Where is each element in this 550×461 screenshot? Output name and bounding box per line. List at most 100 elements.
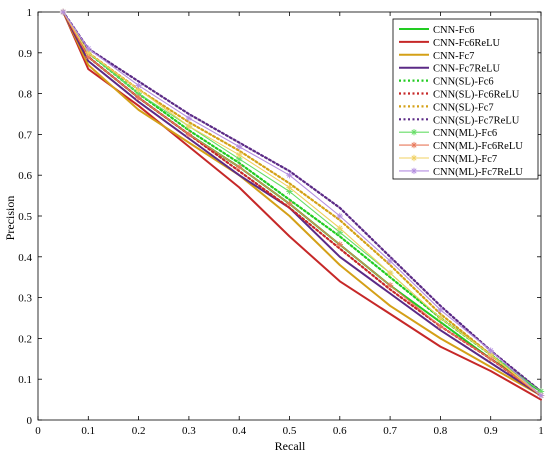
- series-point-d2: [387, 258, 393, 264]
- series-point: [286, 200, 293, 207]
- series-point: [236, 151, 243, 158]
- legend-marker-d2: [411, 142, 417, 148]
- x-tick-label: 0.9: [484, 425, 498, 437]
- y-tick-label: 0.4: [18, 252, 32, 264]
- series-point-d2: [286, 201, 293, 207]
- y-tick-label: 0.1: [18, 374, 32, 386]
- series-point-d2: [136, 86, 142, 93]
- y-tick-label: 0.9: [18, 48, 32, 60]
- x-axis-label: Recall: [275, 439, 306, 453]
- x-tick-label: 0.7: [383, 425, 397, 437]
- series-point-d2: [136, 91, 142, 97]
- series-point-d2: [337, 225, 343, 231]
- series-point: [336, 241, 343, 248]
- series-point-d2: [286, 188, 293, 195]
- x-tick-label: 0.8: [434, 425, 448, 437]
- series-point: [236, 143, 243, 150]
- legend-label: CNN(SL)-Fc7ReLU: [433, 115, 520, 126]
- legend-marker: [410, 154, 418, 162]
- series-point-d2: [437, 323, 443, 329]
- x-tick-label: 0.1: [81, 425, 95, 437]
- y-axis-label: Precision: [3, 196, 17, 241]
- series-point: [336, 229, 343, 236]
- legend-label: CNN(ML)-Fc6: [433, 128, 497, 139]
- series-point: [185, 123, 193, 130]
- series-line: [62, 11, 542, 397]
- series-point: [437, 306, 444, 314]
- series-point-d2: [337, 229, 343, 235]
- series-point-d2: [387, 270, 393, 276]
- series-line: [62, 10, 543, 393]
- series-point: [487, 347, 494, 354]
- series-point: [437, 322, 444, 330]
- y-tick-label: 0.8: [18, 89, 32, 101]
- y-tick-label: 0.6: [18, 170, 32, 182]
- series-point: [185, 131, 193, 138]
- y-axis: 0 0.1 0.2 0.3 0.4 0.5 0.6 0.7 0.8 0.9 1: [18, 7, 541, 427]
- legend-label: CNN(SL)-Fc6: [433, 77, 494, 88]
- y-tick-label: 0.5: [18, 211, 32, 223]
- y-tick-label: 0: [27, 415, 33, 427]
- series-point-d2: [236, 156, 242, 162]
- y-tick-label: 0.2: [18, 333, 32, 345]
- series-point-d2: [286, 172, 293, 178]
- series-point: [59, 8, 67, 16]
- y-tick-label: 0.3: [18, 293, 32, 305]
- series-point: [437, 314, 444, 322]
- legend-marker: [410, 167, 418, 175]
- series-point-d2: [337, 242, 343, 248]
- plot-area: [37, 8, 545, 421]
- series-point-d2: [186, 123, 192, 129]
- series-point-d2: [437, 315, 443, 321]
- legend-label: CNN(SL)-Fc7: [433, 102, 494, 113]
- series-point-d2: [236, 144, 242, 150]
- x-tick-label: 1: [538, 425, 544, 437]
- legend-box: [392, 18, 539, 180]
- series-point-d2: [236, 152, 242, 158]
- series-point: [286, 184, 293, 191]
- series-point-d2: [286, 184, 293, 190]
- x-tick-label: 0.4: [232, 425, 246, 437]
- series-point: [537, 392, 545, 399]
- legend-marker: [410, 129, 418, 136]
- series-point: [336, 225, 343, 232]
- series-point-d2: [136, 82, 142, 88]
- series-point-d2: [488, 356, 494, 362]
- x-axis: 0 0.1 0.2 0.3 0.4 0.5 0.6 0.7 0.8 0.9 1: [35, 12, 544, 437]
- legend-marker-d2: [411, 129, 417, 135]
- legend: CNN-Fc6 CNN-Fc6ReLU CNN-Fc7 CNN-Fc7ReLU CNN(…: [392, 18, 539, 180]
- series-point: [85, 45, 92, 52]
- series-point: [386, 257, 394, 265]
- series-point-d2: [337, 213, 343, 219]
- legend-label: CNN(ML)-Fc7: [433, 154, 497, 165]
- legend-marker: [410, 141, 418, 149]
- series-point-d2: [85, 50, 91, 56]
- legend-marker-d2: [411, 155, 417, 161]
- series-point-d2: [186, 115, 192, 121]
- series-point-d2: [437, 307, 443, 313]
- series-point-d2: [538, 392, 544, 399]
- legend-label: CNN(ML)-Fc6ReLU: [433, 141, 523, 152]
- legend-label: CNN-Fc6ReLU: [433, 38, 500, 49]
- series-point: [185, 114, 193, 122]
- x-tick-label: 0.6: [333, 425, 347, 437]
- legend-label: CNN-Fc6: [433, 25, 474, 36]
- series-point-d2: [186, 131, 192, 137]
- series-point-d2: [60, 9, 66, 15]
- x-tick-label: 0: [35, 425, 41, 437]
- series-point: [336, 212, 343, 220]
- legend-label: CNN(ML)-Fc7ReLU: [433, 167, 523, 178]
- series-point: [286, 172, 293, 179]
- y-tick-label: 0.7: [18, 129, 32, 141]
- series-point: [135, 94, 142, 101]
- y-tick-label: 1: [27, 7, 33, 19]
- series-point: [537, 388, 545, 395]
- legend-label: CNN-Fc7ReLU: [433, 64, 500, 75]
- series-point-d2: [488, 352, 494, 358]
- series-point-d2: [85, 46, 91, 52]
- series-point-d2: [387, 282, 393, 288]
- legend-label: CNN-Fc7: [433, 51, 474, 62]
- series-point-d2: [488, 348, 494, 354]
